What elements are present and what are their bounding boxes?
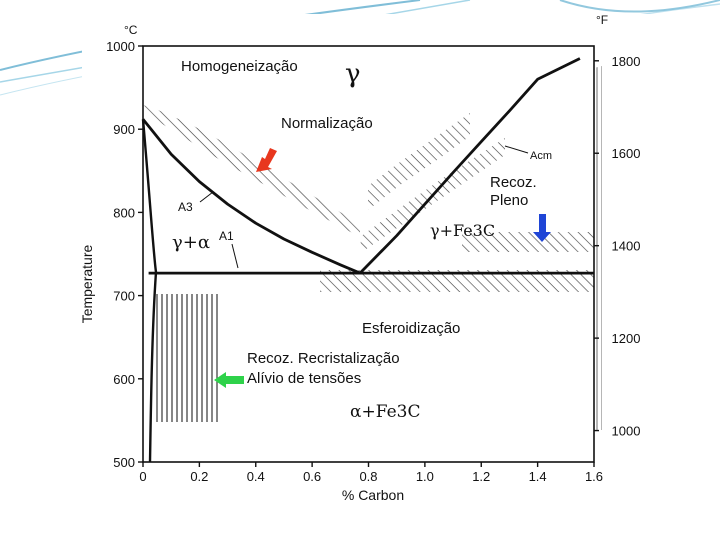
x-tick-label-1: 0.2 bbox=[190, 469, 208, 484]
x-tick-label-8: 1.6 bbox=[585, 469, 603, 484]
label-acm: Acm bbox=[530, 150, 552, 162]
y-tick-label-left-4: 900 bbox=[113, 122, 135, 137]
figure-panel bbox=[82, 14, 662, 518]
x-tick-label-3: 0.6 bbox=[303, 469, 321, 484]
x-tick-label-0: 0 bbox=[139, 469, 146, 484]
label-recoz-pleno-2: Pleno bbox=[490, 192, 528, 209]
normalizacao-band bbox=[143, 105, 360, 237]
curve-acm bbox=[359, 57, 581, 275]
recoz-pleno-band bbox=[462, 232, 594, 252]
leader-a1 bbox=[231, 243, 239, 269]
recristalizacao-band bbox=[154, 294, 220, 422]
y-unit-right: °F bbox=[596, 13, 608, 27]
x-tick-label-5: 1.0 bbox=[416, 469, 434, 484]
blue-arrow-icon bbox=[533, 214, 551, 242]
right-hatch-strip bbox=[594, 66, 602, 430]
y-tick-label-right-0: 1000 bbox=[612, 424, 641, 439]
y-tick-label-left-5: 1000 bbox=[106, 39, 135, 54]
label-alivio-tensoes: Alívio de tensões bbox=[247, 370, 361, 387]
label-homogeneizacao: Homogeneização bbox=[181, 58, 298, 75]
label-gamma-fe3c: γ+Fe3C bbox=[430, 221, 495, 240]
y-tick-label-right-4: 1800 bbox=[612, 54, 641, 69]
x-tick-label-2: 0.4 bbox=[247, 469, 265, 484]
leader-acm bbox=[504, 145, 529, 154]
label-alpha-fe3c: α+Fe3C bbox=[350, 402, 420, 422]
curve-a3 bbox=[141, 118, 361, 275]
label-normalizacao: Normalização bbox=[281, 115, 373, 132]
esferoidizacao-band bbox=[320, 270, 594, 292]
red-arrow-icon bbox=[256, 148, 277, 172]
label-gamma-alpha: γ+α bbox=[172, 232, 210, 253]
y-axis-title: Temperature bbox=[79, 244, 95, 323]
label-a3: A3 bbox=[178, 200, 193, 214]
label-esferoidizacao: Esferoidização bbox=[362, 320, 460, 337]
green-arrow-icon bbox=[214, 372, 244, 388]
recoz-pleno-bg bbox=[486, 172, 552, 212]
leader-a3 bbox=[199, 191, 214, 203]
acm-band-upper bbox=[368, 113, 470, 210]
y-tick-label-left-3: 800 bbox=[113, 205, 135, 220]
x-tick-label-4: 0.8 bbox=[359, 469, 377, 484]
y-tick-label-left-2: 700 bbox=[113, 289, 135, 304]
y-tick-label-right-1: 1200 bbox=[612, 331, 641, 346]
label-a1: A1 bbox=[219, 229, 234, 243]
y-tick-label-right-3: 1600 bbox=[612, 146, 641, 161]
y-tick-label-right-2: 1400 bbox=[612, 239, 641, 254]
label-gamma: γ bbox=[345, 59, 361, 89]
y-tick-label-left-1: 600 bbox=[113, 372, 135, 387]
x-axis-title: % Carbon bbox=[342, 487, 404, 503]
y-unit-left: °C bbox=[124, 23, 138, 37]
curve-ferrite-boundary bbox=[141, 119, 158, 463]
y-tick-label-left-0: 500 bbox=[113, 455, 135, 470]
x-tick-label-6: 1.2 bbox=[472, 469, 490, 484]
label-recoz-pleno-1: Recoz. bbox=[490, 174, 537, 191]
x-tick-label-7: 1.4 bbox=[529, 469, 547, 484]
label-recristalizacao: Recoz. Recristalização bbox=[247, 350, 400, 367]
